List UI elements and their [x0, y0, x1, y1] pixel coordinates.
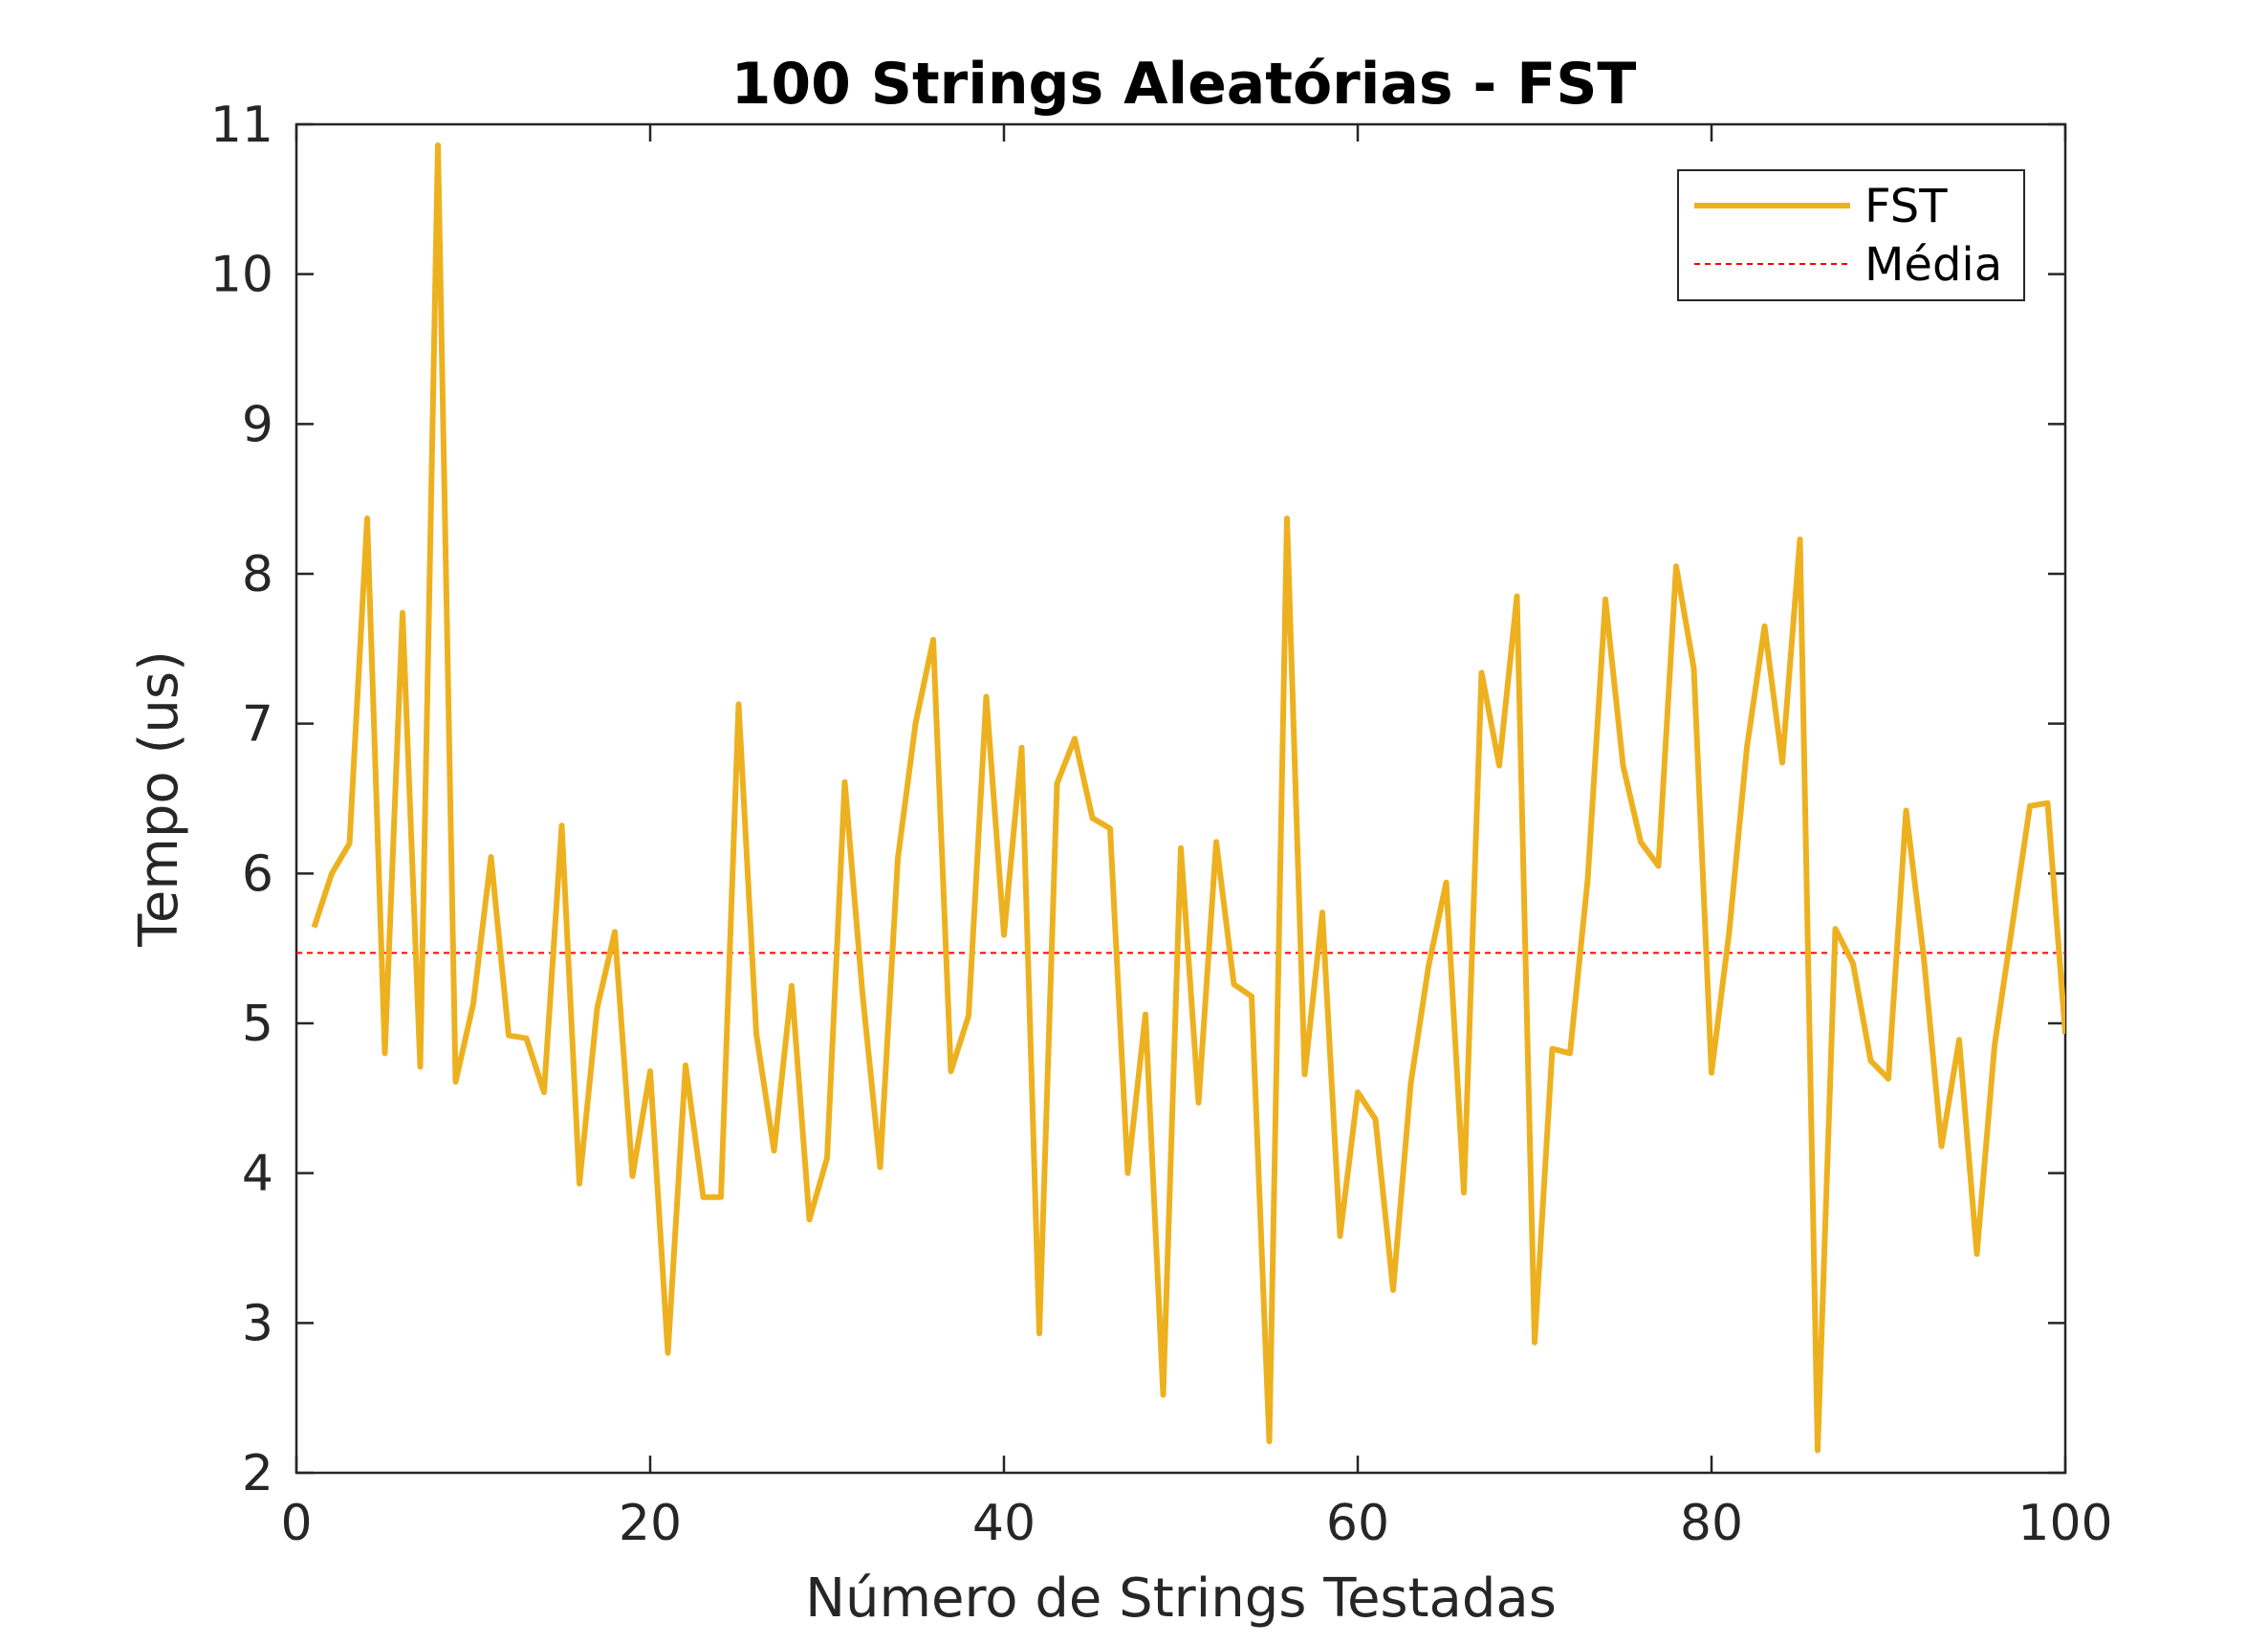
plot-area	[294, 122, 2067, 1475]
y-tick-label: 9	[242, 396, 273, 453]
axes-box	[294, 122, 2067, 1475]
series-line-fst	[311, 142, 2065, 1454]
x-tick-label: 0	[280, 1495, 312, 1552]
legend-label-media: Média	[1865, 238, 2002, 292]
y-tick-label: 7	[242, 696, 273, 754]
x-tick-label: 80	[1680, 1495, 1743, 1552]
series-layer	[296, 142, 2065, 1454]
y-tick-label: 11	[210, 97, 273, 154]
y-tick-label: 3	[242, 1295, 273, 1352]
y-axis: 2 3 4 5 6 7 8 9 10 11	[210, 97, 2065, 1502]
legend: FST Média	[1677, 169, 2025, 301]
y-tick-label: 6	[242, 845, 273, 903]
y-tick-label: 5	[242, 996, 273, 1053]
y-axis-label: Tempo (us)	[128, 650, 190, 948]
y-tick-label: 8	[242, 546, 273, 603]
legend-box	[1677, 169, 2025, 301]
y-tick-label: 4	[242, 1146, 273, 1203]
x-tick-label: 40	[972, 1495, 1036, 1552]
y-tick-label: 2	[242, 1445, 273, 1502]
y-tick-label: 10	[210, 247, 273, 304]
chart-title: 100 Strings Aleatórias - FST	[731, 51, 1637, 118]
x-tick-label: 20	[619, 1495, 682, 1552]
x-axis-label: Número de Strings Testadas	[805, 1567, 1557, 1630]
x-tick-label: 100	[2017, 1495, 2112, 1552]
x-tick-label: 60	[1326, 1495, 1389, 1552]
legend-label-fst: FST	[1865, 180, 1948, 233]
x-axis: 0 20 40 60 80 100	[280, 124, 2113, 1552]
